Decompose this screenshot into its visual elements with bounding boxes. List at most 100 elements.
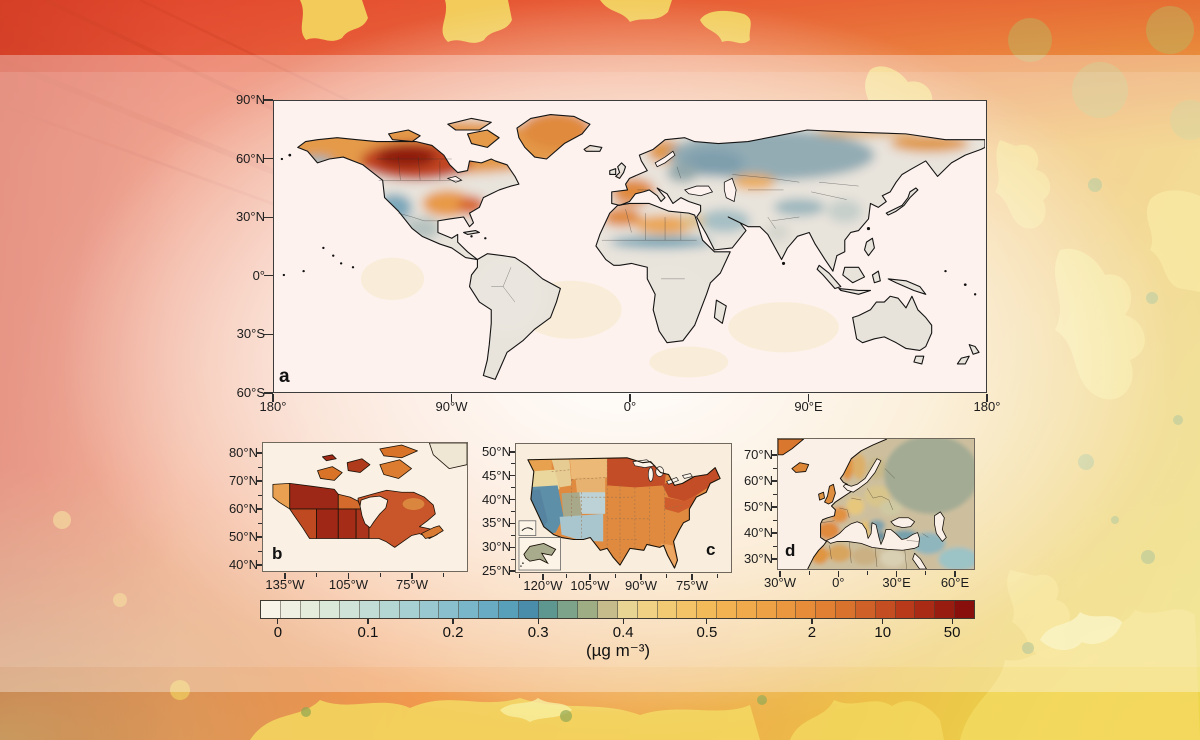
tick-mark: [509, 451, 515, 453]
axis-tick-label: 30°N: [481, 539, 511, 555]
axis-tick-label: 40°N: [481, 491, 511, 507]
tick-mark: [256, 480, 262, 482]
axis-tick-label: 40°N: [228, 557, 258, 572]
tick-mark: [264, 275, 273, 277]
europe-map-panel: [777, 438, 975, 570]
tick-mark: [256, 452, 262, 454]
tick-mark: [347, 573, 350, 579]
tick-mark: [264, 216, 273, 218]
axis-tick-label: 0°: [252, 267, 265, 283]
usa-map: [516, 444, 731, 572]
tick-mark: [542, 574, 544, 580]
axis-tick-label: 120°W: [523, 578, 563, 593]
axis-tick-label: 30°W: [764, 575, 796, 590]
axis-tick-label: 0°: [623, 399, 637, 414]
tick-mark: [640, 574, 642, 580]
minor-tick-mark: [258, 466, 262, 468]
colorbar-cell: [816, 601, 837, 618]
colorbar-tick-label: 0.2: [442, 624, 464, 641]
minor-tick-mark: [316, 573, 318, 577]
tick-mark: [509, 475, 515, 477]
colorbar-cell: [439, 601, 460, 618]
tick-mark: [954, 571, 956, 577]
colorbar-cell: [776, 601, 797, 618]
tick-mark: [986, 394, 988, 402]
colorbar-unit-label: (µg m⁻³): [585, 641, 651, 660]
panel-letter-a: a: [279, 366, 290, 387]
colorbar-tick-label: 10: [874, 624, 892, 641]
minor-tick-mark: [925, 571, 927, 575]
minor-tick-mark: [258, 494, 262, 496]
colorbar-tick-label: 0.5: [696, 624, 718, 641]
axis-tick-label: 80°N: [228, 445, 258, 460]
colorbar-cell: [677, 601, 698, 618]
colorbar-cell: [717, 601, 737, 618]
colorbar-cell: [598, 601, 618, 618]
axis-tick-label: 45°N: [481, 467, 511, 483]
axis-tick-label: 60°S: [236, 385, 265, 400]
colorbar-cell: [855, 601, 876, 618]
colorbar-cell: [954, 601, 974, 618]
tick-mark: [691, 574, 693, 580]
colorbar-cell: [935, 601, 955, 618]
minor-tick-mark: [511, 558, 515, 560]
alaska-inset: [518, 537, 561, 571]
axis-tick-label: 50°N: [481, 444, 511, 459]
tick-mark: [256, 564, 262, 566]
tick-mark: [284, 573, 286, 579]
tick-mark: [807, 394, 810, 402]
axis-tick-label: 30°N: [743, 551, 773, 566]
axis-tick-label: 75°W: [396, 577, 428, 592]
minor-tick-mark: [615, 574, 616, 578]
colorbar-cell: [617, 601, 638, 618]
tick-mark: [264, 99, 273, 101]
axis-tick-label: 90°E: [794, 399, 823, 414]
europe-map: [778, 439, 974, 569]
minor-tick-mark: [519, 574, 520, 578]
world-map-panel: [273, 100, 987, 393]
world-map: [274, 101, 985, 391]
axis-tick-label: 30°S: [236, 326, 265, 342]
axis-tick-label: 70°N: [228, 473, 258, 488]
colorbar-cell: [498, 601, 519, 618]
colorbar-cell: [340, 601, 361, 618]
colorbar-tick-label: 0.1: [357, 624, 379, 641]
axis-tick-label: 60°E: [940, 575, 970, 590]
colorbar-tick-mark: [367, 619, 369, 624]
axis-tick-label: 180°: [259, 399, 287, 414]
minor-tick-mark: [717, 574, 718, 578]
colorbar-cell: [637, 601, 658, 618]
minor-tick-mark: [511, 534, 515, 536]
canada-map-panel: [262, 442, 468, 572]
colorbar-cell: [558, 601, 579, 618]
tick-mark: [837, 571, 839, 577]
tick-mark: [771, 480, 777, 482]
colorbar-tick-label: 0.3: [527, 624, 549, 641]
tick-mark: [450, 394, 453, 402]
tick-mark: [509, 499, 515, 501]
colorbar-tick-mark: [706, 619, 708, 624]
axis-tick-label: 25°N: [481, 563, 511, 578]
colorbar-cell: [459, 601, 480, 618]
axis-tick-label: 90°N: [235, 92, 265, 107]
axis-tick-label: 60°N: [235, 150, 265, 166]
axis-tick-label: 40°N: [743, 525, 773, 540]
tick-mark: [264, 333, 273, 335]
colorbar-tick-label: 0: [273, 624, 283, 641]
axis-tick-label: 50°N: [743, 499, 773, 514]
minor-tick-mark: [666, 574, 667, 578]
minor-tick-mark: [511, 463, 515, 465]
colorbar-tick-mark: [452, 619, 454, 624]
colorbar-tick-mark: [811, 619, 813, 624]
colorbar: [260, 600, 975, 619]
colorbar-cell: [836, 601, 856, 618]
axis-tick-label: 30°E: [882, 575, 911, 590]
tick-mark: [771, 506, 777, 508]
minor-tick-mark: [258, 550, 262, 552]
minor-tick-mark: [511, 511, 515, 512]
axis-tick-label: 0°: [832, 575, 845, 590]
minor-tick-mark: [258, 522, 262, 524]
minor-tick-mark: [867, 571, 868, 575]
